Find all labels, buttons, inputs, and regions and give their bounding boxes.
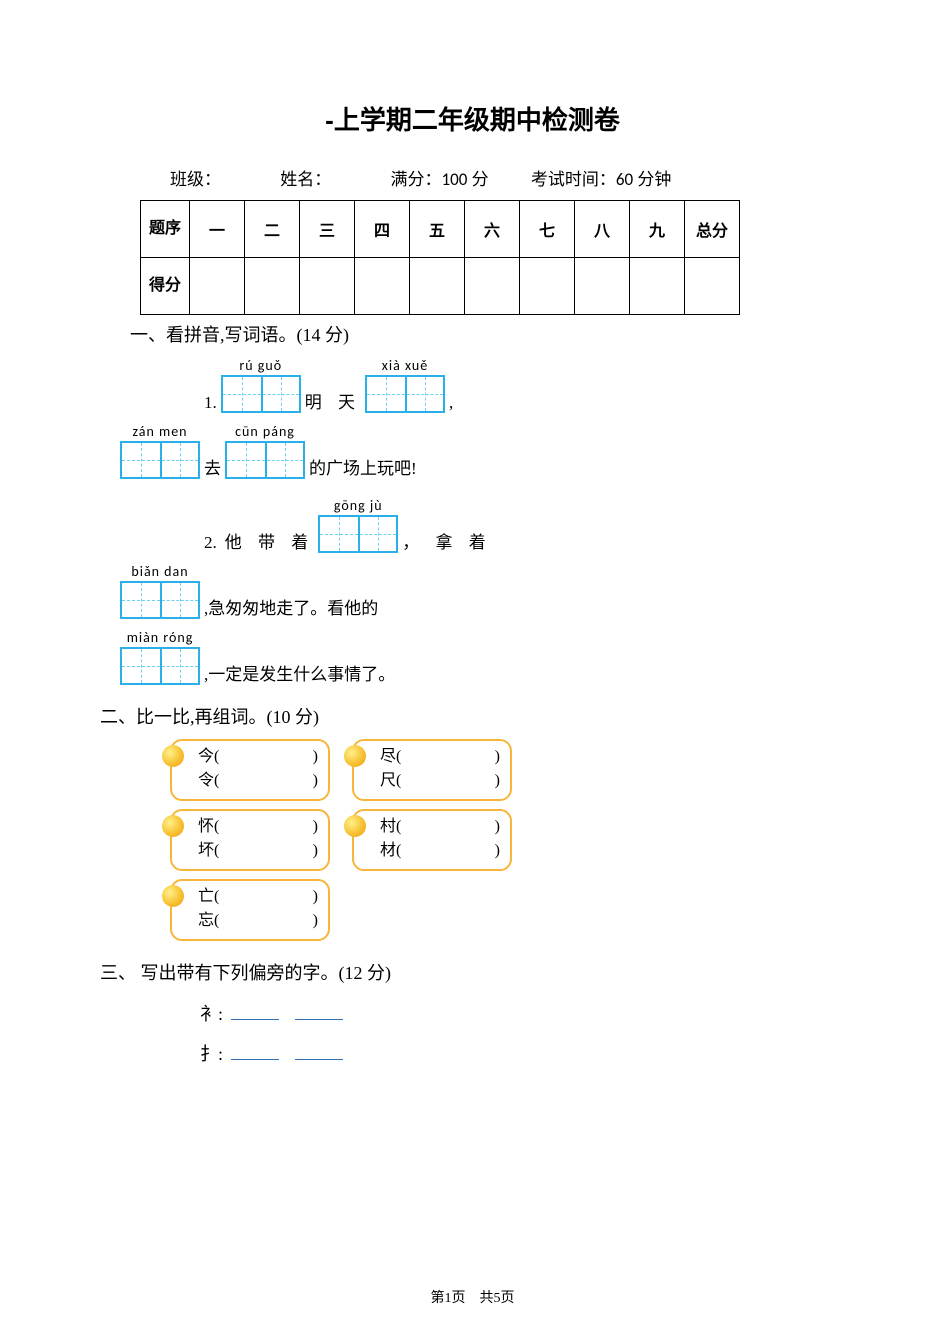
- name-label: 姓名：: [280, 170, 331, 189]
- col-total: 总分: [685, 201, 740, 258]
- text: ,急匆匆地走了。看他的: [204, 594, 378, 619]
- exam-page: -上学期二年级期中检测卷 班级： 姓名： 满分：100 分 考试时间：60 分钟…: [0, 0, 945, 1337]
- item-number: 1.: [204, 393, 217, 413]
- full-unit: 分: [472, 170, 489, 189]
- score-cell: [520, 258, 575, 315]
- full-label: 满分：: [391, 170, 442, 189]
- page-title: -上学期二年级期中检测卷: [130, 100, 815, 137]
- q1-line-4: biǎn dan ,急匆匆地走了。看他的: [120, 563, 815, 619]
- blank-line: [295, 1039, 343, 1060]
- compare-box: 今() 令(): [170, 739, 330, 801]
- q1-line-3: 2. 他 带 着 gōng jù ， 拿 着: [130, 497, 815, 553]
- exam-info-line: 班级： 姓名： 满分：100 分 考试时间：60 分钟: [170, 165, 815, 190]
- compare-box: 尽() 尺(): [352, 739, 512, 801]
- text: ,一定是发生什么事情了。: [204, 660, 395, 685]
- score-cell: [575, 258, 630, 315]
- text: 他 带 着: [225, 528, 315, 553]
- pinyin-box: zán men: [120, 423, 200, 479]
- score-cell: [245, 258, 300, 315]
- col-8: 八: [575, 201, 630, 258]
- score-cell: [630, 258, 685, 315]
- blank-line: [295, 999, 343, 1020]
- q2-title: 二、比一比,再组词。(10 分): [100, 703, 815, 729]
- q1-line-5: miàn róng ,一定是发生什么事情了。: [120, 629, 815, 685]
- q3-title: 三、 写出带有下列偏旁的字。(12 分): [100, 959, 815, 985]
- pinyin-box: xià xuě: [365, 357, 445, 413]
- q1-title: 一、看拼音,写词语。(14 分): [130, 321, 815, 347]
- row-header-1: 题序: [141, 201, 190, 258]
- sun-icon: [162, 815, 184, 837]
- score-cell: [190, 258, 245, 315]
- q3-line-1: 衤:: [200, 995, 815, 1035]
- col-6: 六: [465, 201, 520, 258]
- col-5: 五: [410, 201, 465, 258]
- score-cell: [410, 258, 465, 315]
- col-2: 二: [245, 201, 300, 258]
- q2-row-1: 今() 令() 尽() 尺(): [170, 739, 815, 801]
- col-1: 一: [190, 201, 245, 258]
- full-value: 100: [442, 169, 468, 190]
- blank-line: [231, 1039, 279, 1060]
- text: 明 天: [305, 388, 361, 413]
- q2-row-2: 怀() 坏() 村() 材(): [170, 809, 815, 871]
- text: 的广场上玩吧!: [309, 454, 417, 479]
- text: ， 拿 着: [402, 528, 492, 553]
- sun-icon: [162, 745, 184, 767]
- col-7: 七: [520, 201, 575, 258]
- compare-box: 怀() 坏(): [170, 809, 330, 871]
- q1-line-2: zán men 去 cūn páng 的广场上玩吧!: [120, 423, 815, 479]
- score-table: 题序 一 二 三 四 五 六 七 八 九 总分 得分: [140, 200, 740, 315]
- sun-icon: [344, 745, 366, 767]
- sun-icon: [162, 885, 184, 907]
- row-header-2: 得分: [141, 258, 190, 315]
- compare-box: 亡() 忘(): [170, 879, 330, 941]
- text: 去: [204, 454, 221, 479]
- time-unit: 分钟: [637, 170, 671, 189]
- q1-line-1: 1. rú guǒ 明 天 xià xuě ,: [130, 357, 815, 413]
- col-3: 三: [300, 201, 355, 258]
- pinyin-box: gōng jù: [318, 497, 398, 553]
- pinyin-box: cūn páng: [225, 423, 305, 479]
- time-label: 考试时间：: [531, 170, 616, 189]
- pinyin-box: miàn róng: [120, 629, 200, 685]
- item-number: 2.: [204, 533, 217, 553]
- col-4: 四: [355, 201, 410, 258]
- sun-icon: [344, 815, 366, 837]
- comma: ,: [449, 393, 453, 413]
- pinyin-box: biǎn dan: [120, 563, 200, 619]
- q2-row-3: 亡() 忘(): [170, 879, 815, 941]
- score-cell: [355, 258, 410, 315]
- score-cell: [685, 258, 740, 315]
- q3-line-2: 扌:: [200, 1035, 815, 1075]
- blank-line: [231, 999, 279, 1020]
- score-cell: [465, 258, 520, 315]
- compare-box: 村() 材(): [352, 809, 512, 871]
- page-footer: 第1页 共5页: [0, 1287, 945, 1307]
- class-label: 班级：: [170, 170, 221, 189]
- pinyin-box: rú guǒ: [221, 357, 301, 413]
- col-9: 九: [630, 201, 685, 258]
- time-value: 60: [616, 169, 633, 190]
- score-cell: [300, 258, 355, 315]
